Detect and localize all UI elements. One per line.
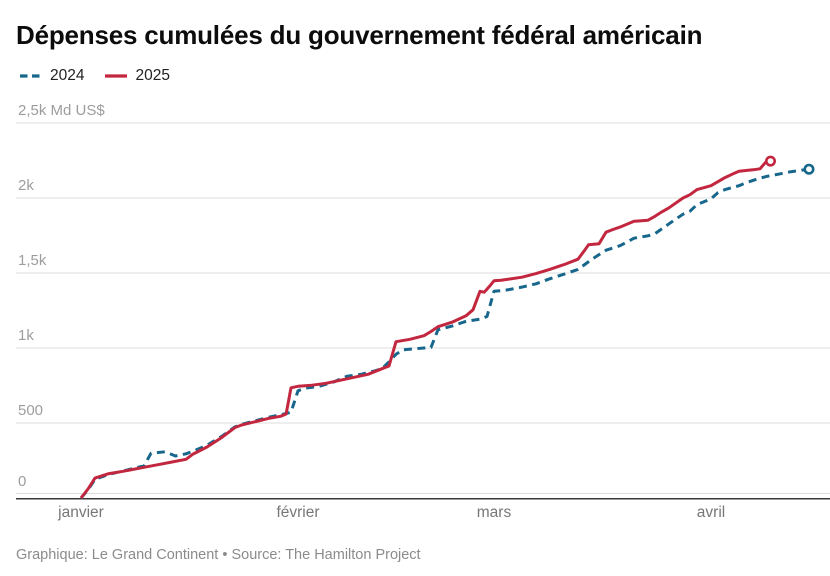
series-line-2025 — [79, 159, 771, 499]
legend-swatch-solid-icon — [105, 74, 128, 78]
x-tick-label: avril — [696, 504, 726, 521]
x-tick-label: février — [276, 504, 320, 521]
legend-item-2025: 2025 — [104, 67, 170, 85]
page-title: Dépenses cumulées du gouvernement fédéra… — [16, 20, 703, 50]
legend-label: 2024 — [50, 67, 85, 84]
y-tick-label: 2,5k Md US$ — [18, 102, 105, 119]
legend: 2024 2025 — [19, 67, 170, 85]
y-tick-label: 1,5k — [18, 252, 47, 269]
x-tick-label: mars — [476, 504, 512, 521]
source-caption: Graphique: Le Grand Continent • Source: … — [16, 547, 421, 563]
y-tick-label: 0 — [18, 472, 27, 490]
series-end-marker-2024 — [803, 163, 815, 175]
series-line-2024 — [79, 167, 810, 499]
legend-label: 2025 — [135, 67, 170, 84]
y-tick-label: 500 — [18, 402, 44, 419]
legend-swatch-dashed-icon — [20, 74, 42, 78]
y-tick-label: 1k — [18, 327, 34, 344]
series-end-marker-2025 — [764, 155, 776, 167]
legend-item-2024: 2024 — [19, 67, 84, 85]
x-tick-label: janvier — [58, 504, 104, 521]
y-tick-label: 2k — [18, 177, 34, 194]
